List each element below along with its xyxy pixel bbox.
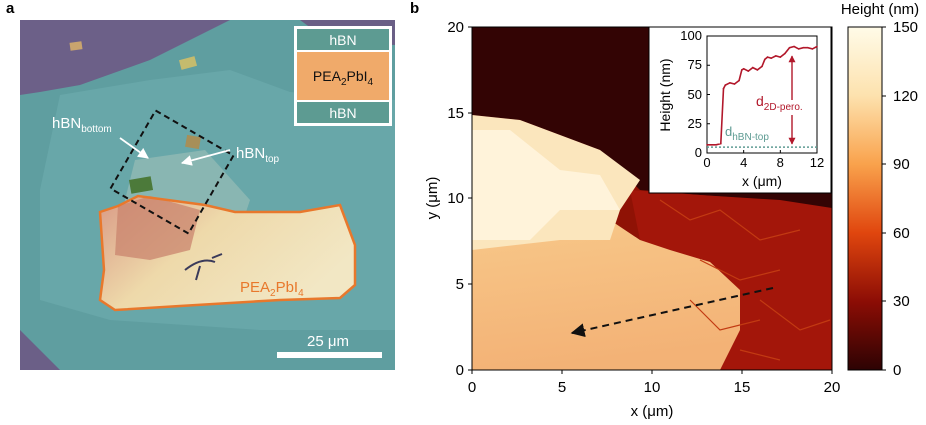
small-flake-4	[185, 135, 201, 149]
y-tick-10: 10	[447, 190, 464, 207]
legend-hbn-top-text: hBN	[329, 32, 356, 48]
y-tick-20: 20	[447, 19, 464, 36]
inset-y-label: Height (nm)	[657, 58, 673, 131]
inset-x-tick-12: 12	[810, 155, 824, 170]
profile-point-22	[793, 46, 795, 48]
x-tick-15: 15	[734, 379, 751, 396]
small-flake-1	[70, 41, 83, 51]
inset-x-label: x (μm)	[742, 173, 782, 189]
profile-point-24	[803, 47, 805, 49]
profile-point-18	[775, 55, 777, 57]
profile-point-3	[720, 143, 722, 145]
cbar-tick-30: 30	[893, 293, 910, 310]
inset-y-tick-50: 50	[688, 87, 702, 102]
inset-y-tick-0: 0	[695, 145, 702, 160]
profile-point-13	[757, 69, 759, 71]
colorbar-title: Height (nm)	[841, 1, 919, 18]
scale-bar	[277, 352, 382, 358]
profile-point-23	[798, 48, 800, 50]
profile-point-11	[748, 70, 750, 72]
profile-point-5	[725, 84, 727, 86]
x-axis-label: x (μm)	[631, 403, 674, 420]
profile-point-25	[807, 47, 809, 49]
colorbar: Height (nm) 0 30 60 90 120 150	[841, 1, 919, 379]
y-tick-5: 5	[456, 276, 464, 293]
cbar-tick-60: 60	[893, 225, 910, 242]
inset-x-tick-8: 8	[777, 155, 784, 170]
cbar-tick-150: 150	[893, 19, 918, 36]
legend-perovskite-layer	[297, 52, 389, 100]
y-axis-label: y (μm)	[424, 177, 441, 220]
cbar-tick-90: 90	[893, 156, 910, 173]
inset-x-tick-4: 4	[740, 155, 747, 170]
profile-point-15	[764, 59, 766, 61]
inset-y-tick-25: 25	[688, 116, 702, 131]
figure: hBNbottom hBNtop PEA2PbI4 25 μm hBN PEA2…	[0, 0, 926, 425]
profile-point-9	[741, 69, 743, 71]
profile-point-10	[743, 68, 745, 70]
inset-y-tick-100: 100	[680, 28, 702, 43]
profile-point-4	[723, 88, 725, 90]
profile-point-12	[752, 67, 754, 69]
afm-x-axis: 0 5 10 15 20 x (μm)	[468, 370, 841, 420]
cbar-tick-120: 120	[893, 88, 918, 105]
inset-y-tick-75: 75	[688, 57, 702, 72]
profile-point-26	[812, 48, 814, 50]
stack-legend: hBN PEA2PbI4 hBN	[294, 26, 392, 126]
cbar-tick-0: 0	[893, 362, 901, 379]
profile-point-8	[738, 80, 740, 82]
profile-point-21	[789, 47, 791, 49]
profile-point-19	[780, 56, 782, 58]
y-tick-0: 0	[456, 362, 464, 379]
profile-point-2	[715, 144, 717, 146]
profile-point-7	[734, 83, 736, 85]
afm-y-axis: 0 5 10 15 20 y (μm)	[424, 19, 472, 379]
profile-point-17	[770, 57, 772, 59]
profile-point-16	[767, 56, 769, 58]
x-tick-0: 0	[468, 379, 476, 396]
profile-point-27	[816, 46, 818, 48]
x-tick-10: 10	[644, 379, 661, 396]
profile-point-6	[729, 82, 731, 84]
x-tick-20: 20	[824, 379, 841, 396]
inset-x-tick-0: 0	[703, 155, 710, 170]
x-tick-5: 5	[558, 379, 566, 396]
profile-point-20	[784, 53, 786, 55]
colorbar-gradient	[848, 27, 882, 370]
inset-plot: 0 4 8 12 x (μm) 0 25 50 75 100 Height (n…	[649, 27, 831, 193]
legend-hbn-bottom-text: hBN	[329, 105, 356, 121]
profile-point-14	[761, 66, 763, 68]
profile-point-0	[706, 144, 708, 146]
profile-point-1	[711, 144, 713, 146]
y-tick-15: 15	[447, 105, 464, 122]
scale-bar-label: 25 μm	[307, 333, 349, 350]
